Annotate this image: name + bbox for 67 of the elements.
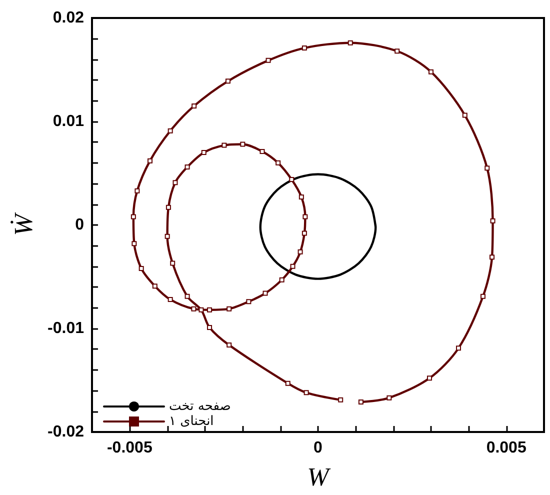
point bbox=[426, 376, 432, 381]
point bbox=[172, 180, 178, 186]
point bbox=[184, 164, 190, 170]
point bbox=[166, 204, 171, 210]
legend-label: صفحه تخت bbox=[169, 399, 231, 414]
point bbox=[164, 234, 170, 239]
point bbox=[138, 266, 144, 271]
point bbox=[394, 48, 400, 54]
line-series bbox=[259, 173, 377, 280]
y-axis-title: Ẇ bbox=[9, 212, 38, 236]
point bbox=[484, 166, 490, 171]
point bbox=[207, 307, 212, 312]
point bbox=[298, 194, 304, 200]
point bbox=[240, 142, 246, 147]
point bbox=[207, 324, 212, 330]
point bbox=[134, 188, 140, 194]
point bbox=[290, 264, 296, 269]
point bbox=[168, 297, 173, 302]
point bbox=[260, 149, 265, 154]
point bbox=[462, 112, 468, 118]
point bbox=[276, 160, 281, 166]
point bbox=[132, 241, 137, 246]
y-tick-label: -0.02 bbox=[48, 424, 84, 440]
point bbox=[262, 290, 268, 296]
point bbox=[148, 158, 153, 164]
point bbox=[490, 218, 496, 224]
point bbox=[348, 40, 353, 46]
point bbox=[225, 78, 230, 84]
point bbox=[302, 214, 308, 220]
point bbox=[222, 142, 227, 148]
point bbox=[386, 395, 392, 400]
point bbox=[285, 380, 290, 386]
point bbox=[456, 346, 461, 351]
y-tick-label: 0 bbox=[75, 216, 84, 234]
point bbox=[298, 249, 303, 254]
x-tick-label: 0.005 bbox=[486, 440, 526, 456]
line-series bbox=[130, 40, 496, 404]
point bbox=[170, 260, 176, 266]
point bbox=[480, 294, 486, 299]
point bbox=[338, 397, 344, 402]
point bbox=[152, 284, 158, 289]
point bbox=[302, 230, 307, 236]
point bbox=[184, 294, 190, 299]
point bbox=[304, 390, 309, 396]
point bbox=[490, 254, 495, 260]
point bbox=[428, 69, 434, 74]
point bbox=[168, 128, 173, 134]
y-tick-label: -0.01 bbox=[48, 320, 84, 337]
y-tick-label: 0.02 bbox=[52, 10, 84, 26]
point bbox=[130, 214, 136, 220]
point bbox=[226, 306, 232, 312]
x-tick-label: 0 bbox=[314, 440, 323, 456]
point bbox=[198, 307, 204, 312]
point bbox=[191, 306, 196, 312]
point bbox=[246, 299, 252, 304]
point bbox=[289, 176, 294, 182]
point bbox=[266, 58, 271, 63]
x-tick-label: -0.005 bbox=[106, 440, 152, 456]
legend-label: انحنای ۱ bbox=[169, 414, 214, 429]
point bbox=[358, 399, 364, 404]
point bbox=[201, 150, 206, 156]
point bbox=[226, 342, 232, 348]
point bbox=[302, 46, 307, 51]
point bbox=[279, 277, 284, 282]
y-tick-label: 0.01 bbox=[52, 113, 84, 130]
point bbox=[192, 103, 197, 108]
x-axis-title: W bbox=[307, 462, 332, 492]
